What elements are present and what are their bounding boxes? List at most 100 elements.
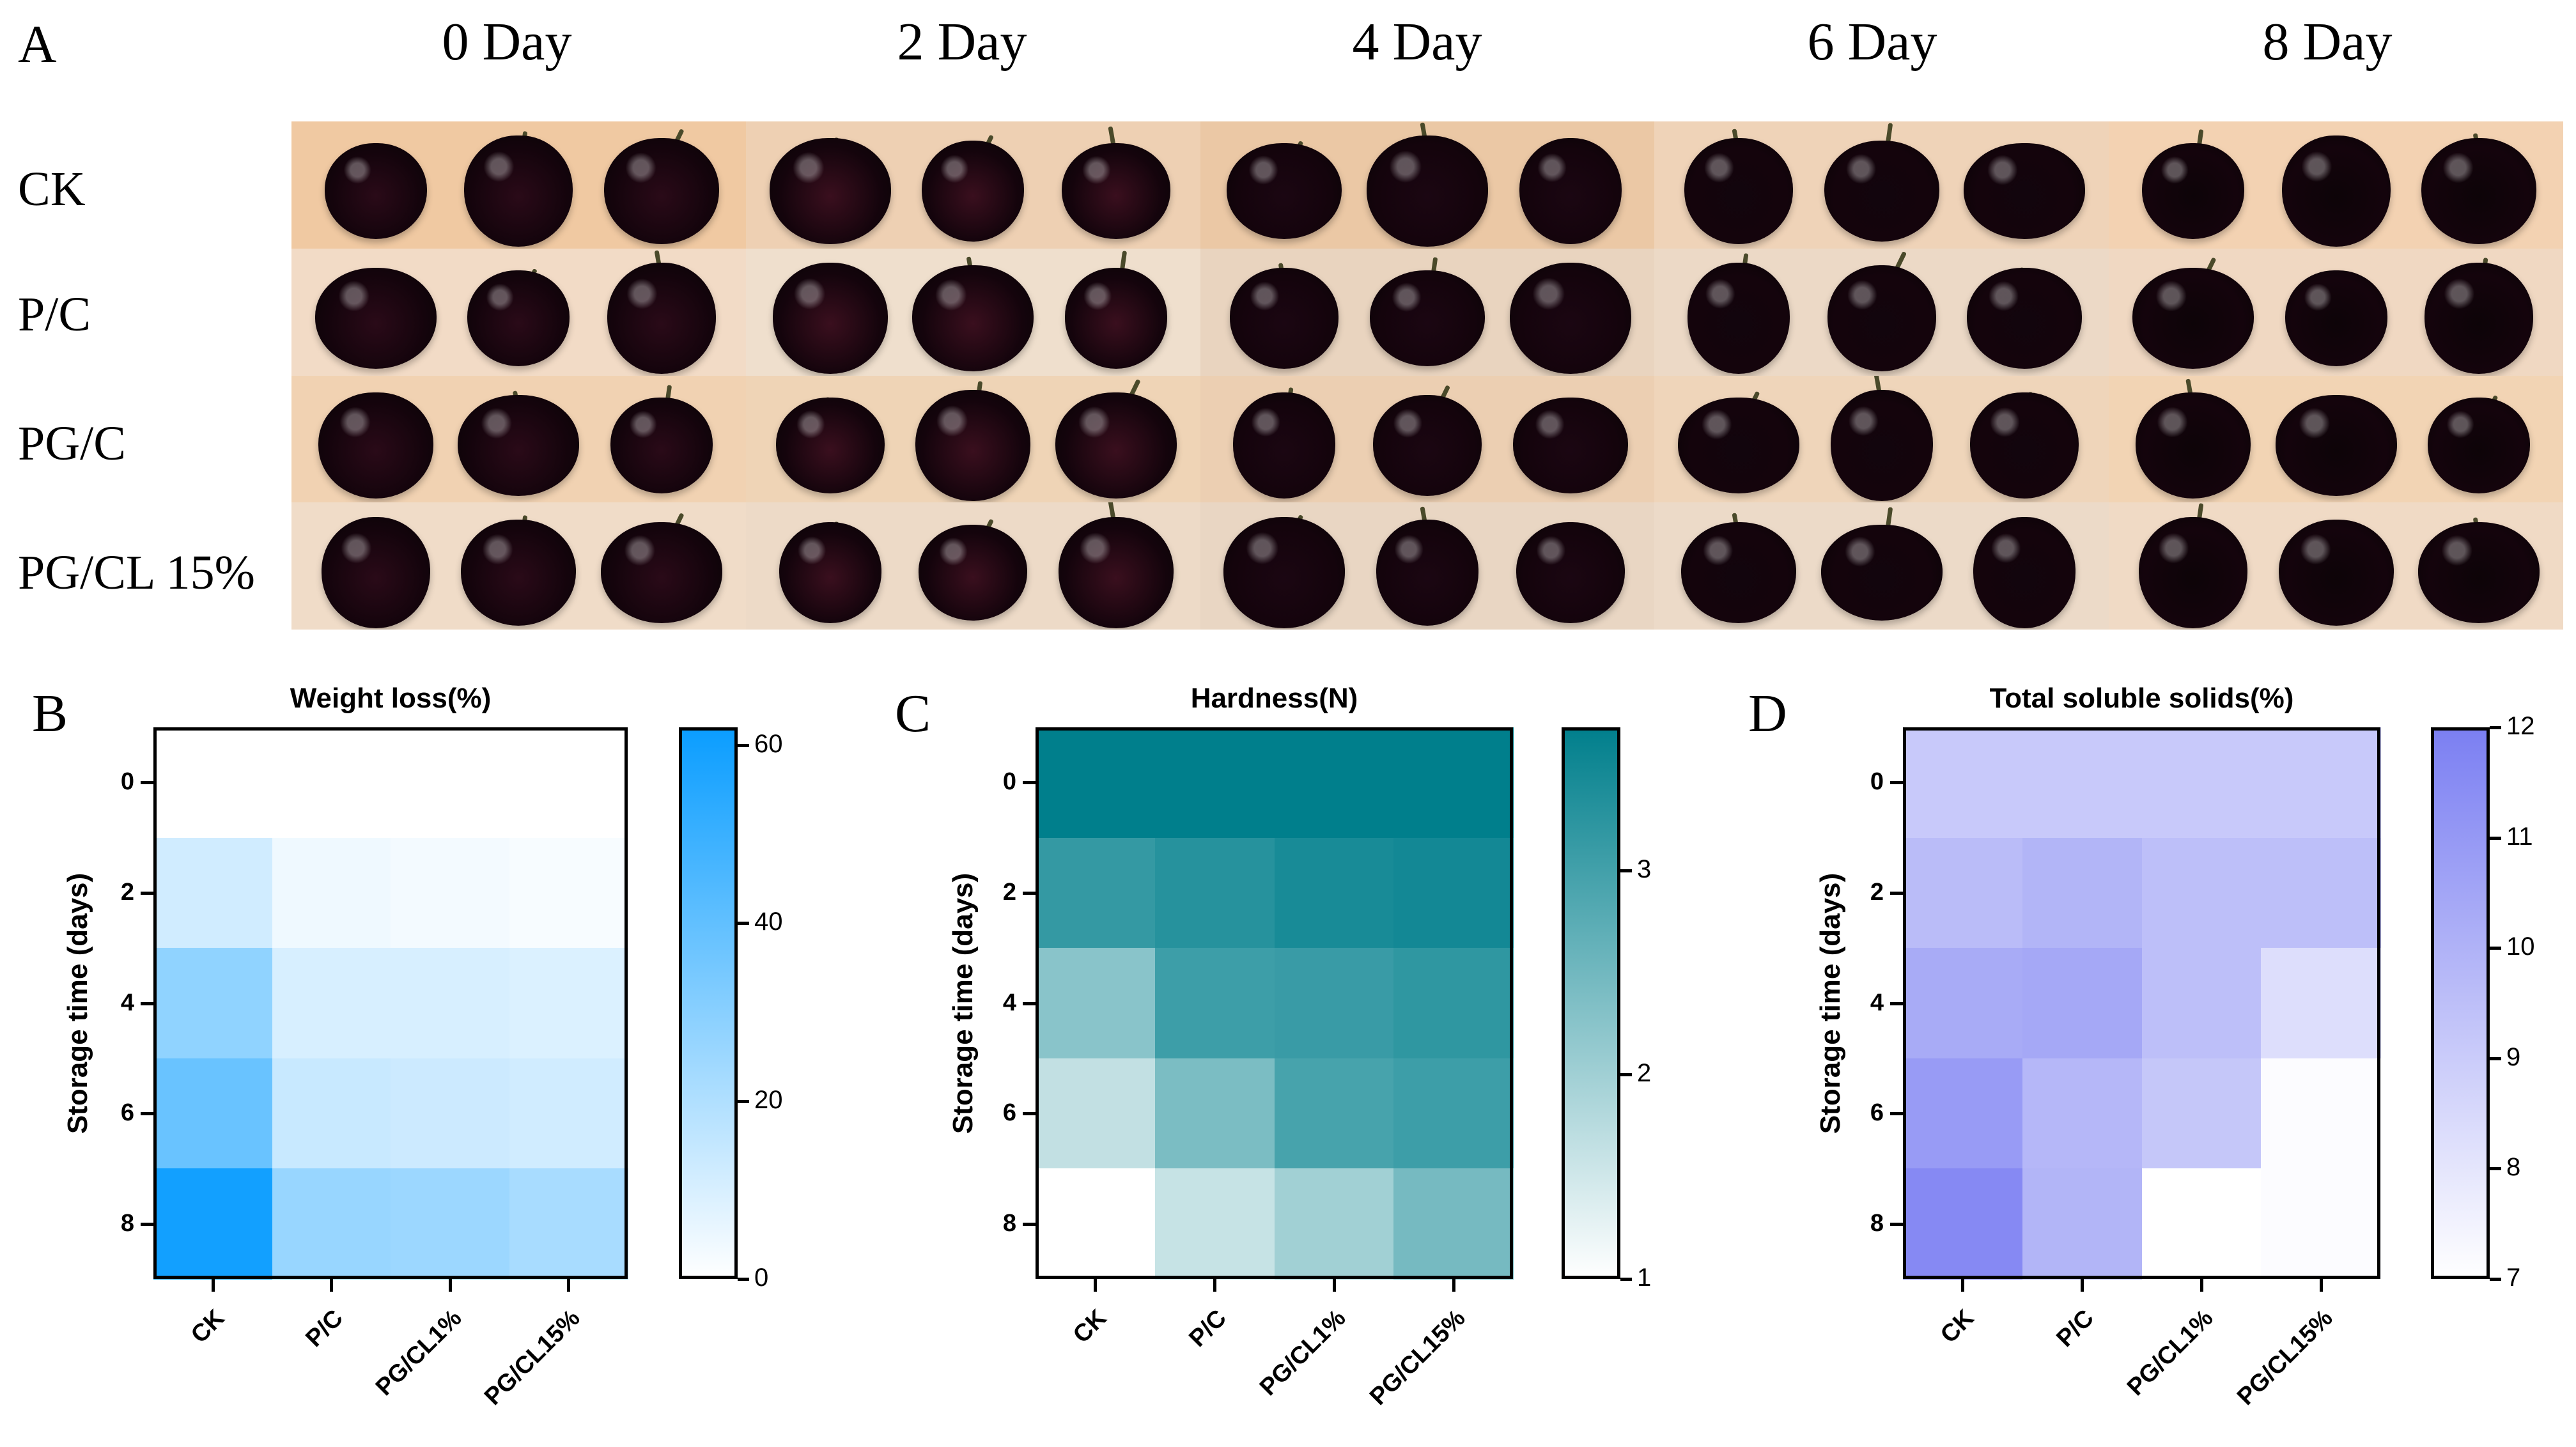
heatmap-cell bbox=[1154, 727, 1275, 839]
heatmap-cell bbox=[1274, 727, 1395, 839]
colorbar-tick bbox=[2490, 1278, 2501, 1281]
photo-cell bbox=[745, 121, 1200, 249]
heatmap-cell bbox=[2022, 727, 2143, 839]
cherry bbox=[1970, 392, 2079, 499]
cherry bbox=[2278, 519, 2394, 626]
colorbar-tick-label: 20 bbox=[754, 1085, 783, 1114]
day-label-6: 6 Day bbox=[1807, 12, 1937, 72]
colorbar-tick bbox=[738, 743, 749, 747]
heatmap-cell bbox=[2141, 1168, 2262, 1280]
cherry bbox=[1509, 263, 1631, 375]
y-tick-label: 4 bbox=[1870, 989, 1884, 1016]
cherry bbox=[1376, 519, 1478, 626]
cherry bbox=[2275, 394, 2397, 496]
heatmap-cell bbox=[2141, 948, 2262, 1059]
cherry bbox=[915, 389, 1031, 501]
cherry bbox=[324, 143, 427, 240]
cherry bbox=[467, 270, 570, 367]
heatmap-cell bbox=[2022, 1058, 2143, 1170]
x-tick bbox=[1452, 1279, 1455, 1292]
photo-cell bbox=[1654, 502, 2109, 630]
heatmap-cell bbox=[1393, 837, 1514, 949]
cherry bbox=[1227, 143, 1342, 240]
cherry bbox=[1064, 268, 1167, 369]
photo-cell bbox=[291, 502, 746, 630]
photo-cell bbox=[1200, 248, 1655, 376]
cherry bbox=[458, 394, 580, 496]
photo-cell bbox=[1200, 121, 1655, 249]
y-tick-label: 0 bbox=[120, 768, 134, 796]
cherry bbox=[922, 141, 1025, 242]
heatmap-cell bbox=[1903, 837, 2023, 949]
cherry bbox=[1973, 516, 2076, 628]
chart-title: Total soluble solids(%) bbox=[1989, 683, 2294, 714]
y-tick bbox=[1890, 1222, 1903, 1226]
panel-letter-a: A bbox=[18, 15, 57, 74]
heatmap-cell bbox=[1274, 1058, 1395, 1170]
colorbar-tick-label: 11 bbox=[2506, 822, 2533, 851]
heatmap-cell bbox=[1393, 727, 1514, 839]
panel-letter-b: B bbox=[32, 684, 68, 743]
x-tick-label: PG/CL1% bbox=[2122, 1304, 2219, 1401]
heatmap-cell bbox=[2141, 837, 2262, 949]
heatmap-cell bbox=[1154, 837, 1275, 949]
x-tick bbox=[1332, 1279, 1336, 1292]
row-label-pgc: PG/C bbox=[18, 417, 126, 470]
x-tick bbox=[2200, 1279, 2203, 1292]
y-tick bbox=[141, 781, 153, 785]
x-tick bbox=[1961, 1279, 1965, 1292]
panel-letter-c: C bbox=[895, 684, 931, 743]
heatmap-cell bbox=[391, 837, 510, 949]
heatmap-cell bbox=[153, 727, 273, 839]
heatmap-cell bbox=[1274, 837, 1395, 949]
y-tick-label: 6 bbox=[1002, 1099, 1016, 1127]
cherry bbox=[1519, 138, 1622, 245]
heatmap-cell bbox=[509, 1058, 628, 1170]
row-label-ck: CK bbox=[18, 162, 86, 216]
x-tick-label: CK bbox=[1068, 1304, 1112, 1349]
cherry bbox=[769, 138, 891, 245]
x-tick-label: CK bbox=[185, 1304, 230, 1349]
photo-cell bbox=[2109, 121, 2563, 249]
x-tick-label: PG/CL15% bbox=[479, 1304, 586, 1411]
y-tick bbox=[1890, 781, 1903, 785]
y-tick bbox=[141, 1112, 153, 1116]
x-tick bbox=[2319, 1279, 2323, 1292]
y-tick-label: 8 bbox=[1002, 1209, 1016, 1237]
y-tick-label: 6 bbox=[120, 1099, 134, 1127]
photo-cell bbox=[2109, 248, 2563, 376]
photo-cell bbox=[1654, 248, 2109, 376]
heatmap-cell bbox=[1154, 1168, 1275, 1280]
colorbar-tick-label: 60 bbox=[754, 729, 783, 758]
colorbar bbox=[1562, 727, 1620, 1279]
colorbar-tick bbox=[738, 1278, 749, 1281]
y-tick-label: 4 bbox=[1002, 989, 1016, 1016]
y-tick-label: 6 bbox=[1870, 1099, 1884, 1127]
y-tick bbox=[1890, 1002, 1903, 1005]
y-tick-label: 2 bbox=[1002, 878, 1016, 906]
cherry bbox=[1055, 392, 1177, 499]
y-tick-label: 2 bbox=[120, 878, 134, 906]
colorbar-tick bbox=[2490, 1056, 2501, 1060]
heatmap-cell bbox=[1036, 948, 1156, 1059]
y-axis-label: Storage time (days) bbox=[947, 872, 979, 1134]
colorbar-frame bbox=[679, 727, 738, 1279]
colorbar-tick bbox=[1620, 1073, 1632, 1077]
chart-title: Hardness(N) bbox=[1190, 683, 1358, 714]
heatmap-cell bbox=[391, 727, 510, 839]
photo-cell bbox=[291, 375, 746, 503]
colorbar-tick bbox=[738, 922, 749, 925]
heatmap-cell bbox=[1393, 1168, 1514, 1280]
photo-cell bbox=[291, 248, 746, 376]
cherry bbox=[321, 516, 430, 628]
colorbar-tick-label: 40 bbox=[754, 908, 783, 936]
heatmap-cell bbox=[1036, 1168, 1156, 1280]
heatmap-cell bbox=[2141, 1058, 2262, 1170]
heatmap-cell bbox=[391, 1168, 510, 1280]
cherry bbox=[1688, 263, 1790, 375]
plot-frame bbox=[1036, 727, 1513, 1279]
colorbar bbox=[679, 727, 738, 1279]
colorbar-tick-label: 10 bbox=[2506, 932, 2535, 961]
heatmap-cell bbox=[1274, 1168, 1395, 1280]
photo-cell bbox=[1654, 121, 2109, 249]
